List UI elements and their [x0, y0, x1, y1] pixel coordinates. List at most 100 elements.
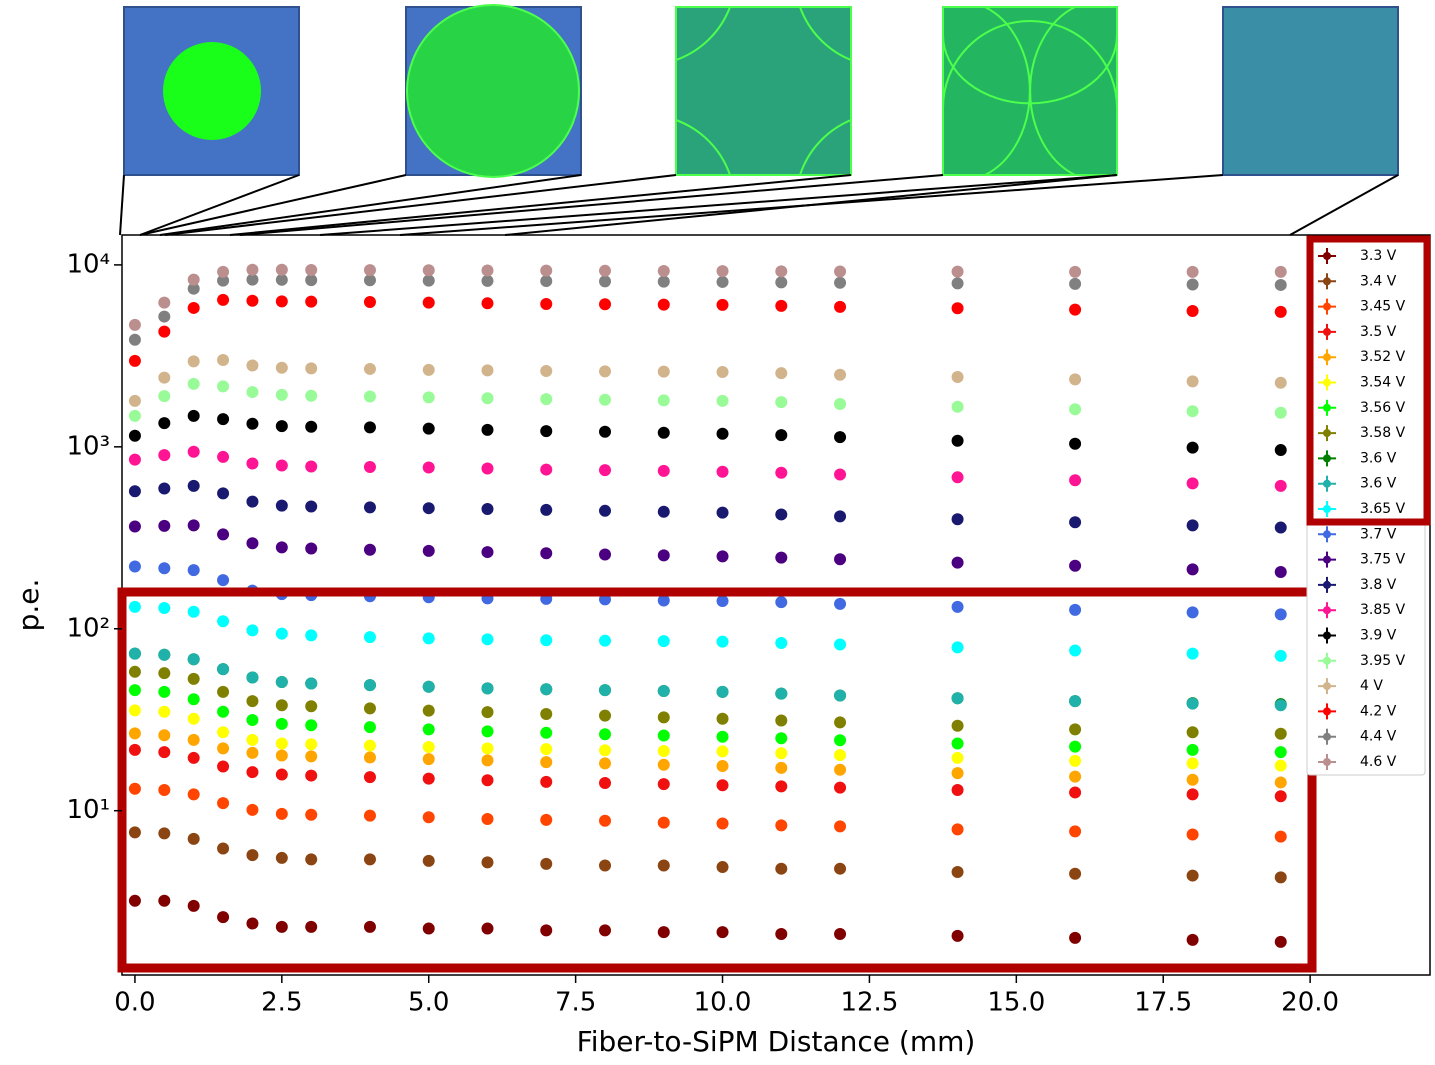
point — [657, 365, 670, 378]
legend-label: 3.7 V — [1360, 526, 1397, 542]
point — [599, 298, 612, 311]
point — [158, 296, 171, 309]
point — [217, 574, 230, 587]
point — [1069, 786, 1082, 799]
point — [305, 542, 318, 555]
point — [217, 797, 230, 810]
highlight-box — [117, 587, 1317, 973]
point — [246, 263, 259, 276]
point — [834, 638, 847, 651]
point — [1274, 566, 1287, 579]
point — [158, 371, 171, 384]
point — [1186, 563, 1199, 576]
point — [834, 431, 847, 444]
point — [716, 465, 729, 478]
point — [1186, 869, 1199, 882]
point — [422, 422, 435, 435]
point — [305, 500, 318, 513]
point — [775, 819, 788, 832]
point — [187, 653, 200, 666]
point — [305, 420, 318, 433]
point — [834, 597, 847, 610]
x-tick-label: 10.0 — [694, 988, 752, 1018]
point — [1274, 790, 1287, 803]
point — [657, 926, 670, 939]
point — [951, 692, 964, 705]
point — [363, 920, 376, 933]
point — [775, 276, 788, 289]
x-tick-label: 2.5 — [261, 988, 302, 1018]
point — [1274, 521, 1287, 534]
point — [1186, 647, 1199, 660]
point — [246, 537, 259, 550]
point — [657, 729, 670, 742]
point — [1069, 516, 1082, 529]
legend-swatch — [1323, 656, 1331, 665]
point — [481, 462, 494, 475]
point — [1186, 375, 1199, 388]
point — [158, 667, 171, 680]
point — [540, 547, 553, 560]
point — [158, 390, 171, 403]
point — [481, 706, 494, 719]
point — [716, 712, 729, 725]
point — [275, 499, 288, 512]
point — [187, 409, 200, 422]
point — [834, 553, 847, 566]
point — [775, 732, 788, 745]
point — [540, 683, 553, 696]
y-axis-label: p.e. — [12, 579, 45, 632]
point — [1274, 935, 1287, 948]
point — [657, 549, 670, 562]
point — [422, 461, 435, 474]
point — [540, 425, 553, 438]
point — [775, 265, 788, 278]
legend-swatch — [1323, 555, 1331, 564]
point — [1069, 559, 1082, 572]
point — [599, 924, 612, 937]
point — [1186, 726, 1199, 739]
point — [217, 726, 230, 739]
point — [951, 302, 964, 315]
point — [540, 726, 553, 739]
legend-label: 4.2 V — [1360, 703, 1397, 719]
point — [775, 687, 788, 700]
point — [834, 763, 847, 776]
legend-label: 3.5 V — [1360, 324, 1397, 340]
point — [305, 750, 318, 763]
point — [246, 386, 259, 399]
x-tick-label: 5.0 — [408, 988, 449, 1018]
point — [422, 391, 435, 404]
point — [187, 712, 200, 725]
point — [422, 274, 435, 287]
point — [481, 503, 494, 516]
point — [1186, 405, 1199, 418]
point — [716, 506, 729, 519]
point — [305, 700, 318, 713]
point — [158, 746, 171, 759]
point — [540, 743, 553, 756]
x-tick-label: 15.0 — [987, 988, 1045, 1018]
diagram-4-arcs — [942, 6, 1118, 176]
point — [1274, 406, 1287, 419]
legend-swatch — [1323, 403, 1331, 412]
legend-label: 3.3 V — [1360, 248, 1397, 264]
point — [657, 711, 670, 724]
point — [363, 751, 376, 764]
legend-swatch — [1323, 277, 1331, 286]
point — [775, 551, 788, 564]
point — [275, 273, 288, 286]
point — [951, 719, 964, 732]
point — [599, 757, 612, 770]
point — [1274, 444, 1287, 457]
point — [1069, 867, 1082, 880]
point — [1274, 699, 1287, 712]
point — [275, 675, 288, 688]
legend-label: 3.85 V — [1360, 602, 1406, 618]
point — [128, 704, 141, 717]
legend-label: 3.4 V — [1360, 273, 1397, 289]
point — [599, 464, 612, 477]
point — [275, 361, 288, 374]
point — [1069, 277, 1082, 290]
point — [363, 702, 376, 715]
